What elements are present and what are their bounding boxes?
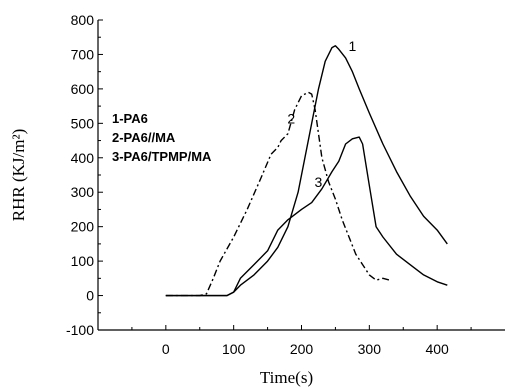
curve-label-2: 2 xyxy=(287,110,295,126)
y-tick-label: 600 xyxy=(71,81,95,97)
x-axis-title: Time(s) xyxy=(260,368,313,387)
y-tick-label: 100 xyxy=(71,253,95,269)
y-tick-label: 800 xyxy=(71,12,95,28)
y-tick-label: 300 xyxy=(71,184,95,200)
legend-entry: 1-PA6 xyxy=(112,111,148,126)
x-tick-label: 0 xyxy=(162,341,170,357)
y-tick-label: 0 xyxy=(86,288,94,304)
x-tick-label: 400 xyxy=(425,341,449,357)
y-tick-label: 400 xyxy=(71,150,95,166)
series-curves xyxy=(165,45,448,297)
y-tick-label: 200 xyxy=(71,219,95,235)
curve-label-3: 3 xyxy=(315,174,323,190)
curve-label-1: 1 xyxy=(348,38,356,54)
y-tick-label: 700 xyxy=(71,46,95,62)
axes: -100 0 100 200 300 400 500 600 700 800 0 100 200 300 4… xyxy=(9,12,505,387)
series-line-3 xyxy=(165,136,448,297)
y-tick-label: -100 xyxy=(66,322,94,338)
x-tick-label: 200 xyxy=(290,341,314,357)
x-tick-label: 300 xyxy=(358,341,382,357)
x-tick-label: 100 xyxy=(222,341,246,357)
legend: 1-PA6 2-PA6//MA 3-PA6/TPMP/MA xyxy=(112,111,212,164)
series-line-1 xyxy=(165,45,448,297)
legend-entry: 2-PA6//MA xyxy=(112,130,176,145)
y-tick-label: 500 xyxy=(71,115,95,131)
series-line-2 xyxy=(165,91,390,297)
y-axis-title: RHR (KJ/m²) xyxy=(9,129,28,221)
legend-entry: 3-PA6/TPMP/MA xyxy=(112,149,212,164)
curve-labels: 1 2 3 xyxy=(287,38,356,190)
